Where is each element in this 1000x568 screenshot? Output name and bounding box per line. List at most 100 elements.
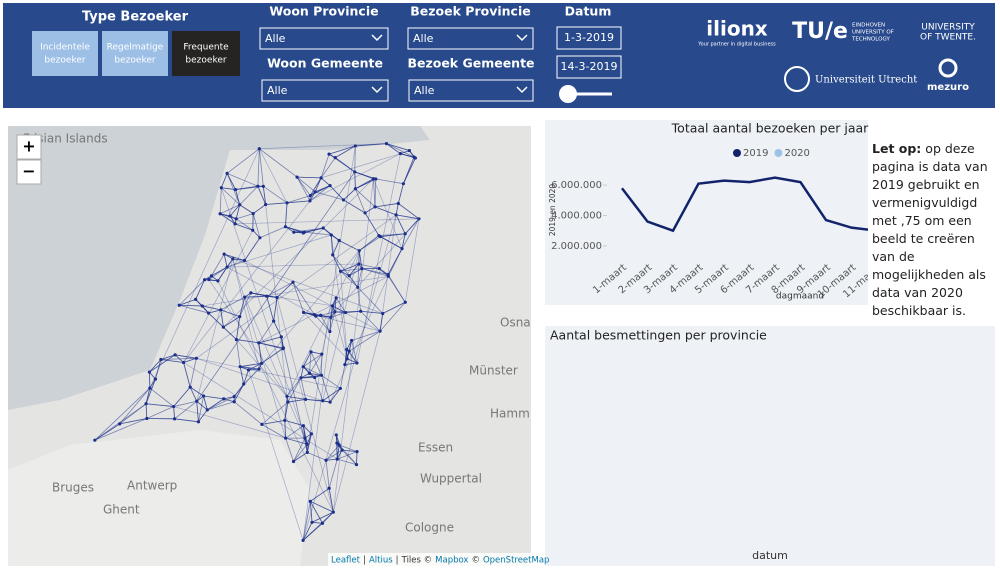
network-edge	[302, 501, 311, 541]
network-edge	[252, 229, 261, 239]
network-edge	[94, 418, 147, 441]
network-node	[221, 325, 225, 329]
network-edge	[287, 398, 306, 403]
zoom-button[interactable]	[16, 159, 42, 185]
network-node	[259, 361, 264, 365]
network-edge	[207, 401, 235, 411]
network-node	[283, 418, 287, 422]
network-node	[301, 310, 306, 314]
network-edge	[357, 268, 363, 288]
network-node	[242, 382, 246, 386]
visitor-button[interactable]	[172, 31, 240, 76]
network-edge	[198, 395, 204, 422]
network-edge	[388, 248, 403, 277]
filter-label: Woon Gemeente	[267, 56, 383, 71]
network-node	[302, 230, 306, 234]
network-node	[251, 228, 255, 232]
place-label: Antwerp	[127, 479, 177, 493]
dropdown[interactable]	[407, 27, 534, 50]
date-input[interactable]	[556, 26, 622, 50]
network-node	[238, 203, 242, 207]
network-edge	[233, 383, 245, 402]
network-edge	[302, 511, 334, 541]
network-edge	[233, 250, 360, 397]
network-edge	[354, 145, 356, 172]
dropdown[interactable]	[261, 79, 389, 102]
place-label: Hamm	[490, 407, 530, 421]
network-node	[238, 365, 242, 369]
network-node	[328, 329, 332, 334]
network-node	[324, 458, 328, 462]
network-node	[401, 182, 406, 186]
network-edge	[296, 176, 316, 193]
network-edge	[345, 310, 361, 313]
network-edge	[250, 292, 278, 298]
network-node	[275, 295, 279, 300]
dropdown[interactable]	[408, 79, 534, 102]
network-edge	[226, 266, 315, 315]
network-node	[118, 422, 122, 426]
network-edge	[355, 188, 366, 214]
network-node	[403, 300, 407, 304]
dropdown-value: Alle	[414, 84, 435, 97]
network-node	[330, 304, 335, 308]
zoom-button[interactable]	[16, 134, 42, 160]
network-edge	[302, 331, 331, 541]
network-edge	[235, 223, 253, 231]
attribution[interactable]: Leaflet	[331, 556, 361, 566]
network-edge	[94, 387, 151, 441]
network-edge	[348, 330, 381, 352]
visitor-button[interactable]	[32, 31, 98, 76]
dropdown[interactable]	[259, 27, 389, 50]
network-edge	[258, 148, 288, 203]
date-input[interactable]	[556, 55, 622, 79]
network	[93, 142, 421, 543]
logo-ilionx: ilionx	[706, 17, 768, 41]
sea	[8, 126, 430, 410]
network-edge	[223, 178, 374, 328]
button-label: Incidentele	[40, 43, 90, 53]
network-edge	[358, 235, 380, 251]
network-edge	[208, 312, 224, 328]
network-edge	[203, 395, 224, 400]
network-edge	[303, 366, 322, 376]
network-edge	[226, 260, 245, 268]
network-edge	[258, 342, 284, 350]
network-node	[195, 399, 199, 403]
network-edge	[321, 375, 331, 403]
network-node	[159, 357, 163, 362]
network-node	[350, 338, 354, 343]
chevron	[516, 34, 528, 42]
network-edge	[226, 258, 234, 268]
network-node	[309, 350, 313, 354]
network-edge	[208, 279, 288, 397]
network-node	[386, 274, 390, 278]
network-edge	[325, 449, 343, 461]
network-edge	[235, 218, 419, 225]
network-edge	[266, 281, 294, 297]
network-edge	[286, 377, 302, 397]
network-edge	[196, 258, 234, 402]
visitor-button[interactable]	[102, 31, 168, 76]
network-edge	[357, 287, 362, 312]
place-label: Bruges	[52, 481, 94, 495]
network-edge	[219, 213, 236, 225]
network-node	[279, 335, 283, 339]
attribution[interactable]: Altius	[369, 556, 393, 566]
network-edge	[309, 191, 316, 202]
network-edge	[235, 185, 258, 190]
network-node	[201, 394, 206, 398]
attribution[interactable]: OpenStreetMap	[483, 556, 549, 566]
network-edge	[189, 386, 198, 402]
attribution[interactable]: Mapbox	[435, 556, 468, 566]
network-node	[363, 211, 367, 215]
network-edge	[360, 310, 381, 332]
network-edge	[220, 309, 224, 328]
note-text: op deze pagina is data van 2019 gebruikt…	[872, 141, 988, 318]
network-node	[272, 319, 276, 323]
x-axis-label: dagmaand	[776, 292, 824, 302]
network-node	[353, 144, 357, 148]
network-node	[328, 400, 332, 404]
network-edge	[276, 297, 334, 513]
